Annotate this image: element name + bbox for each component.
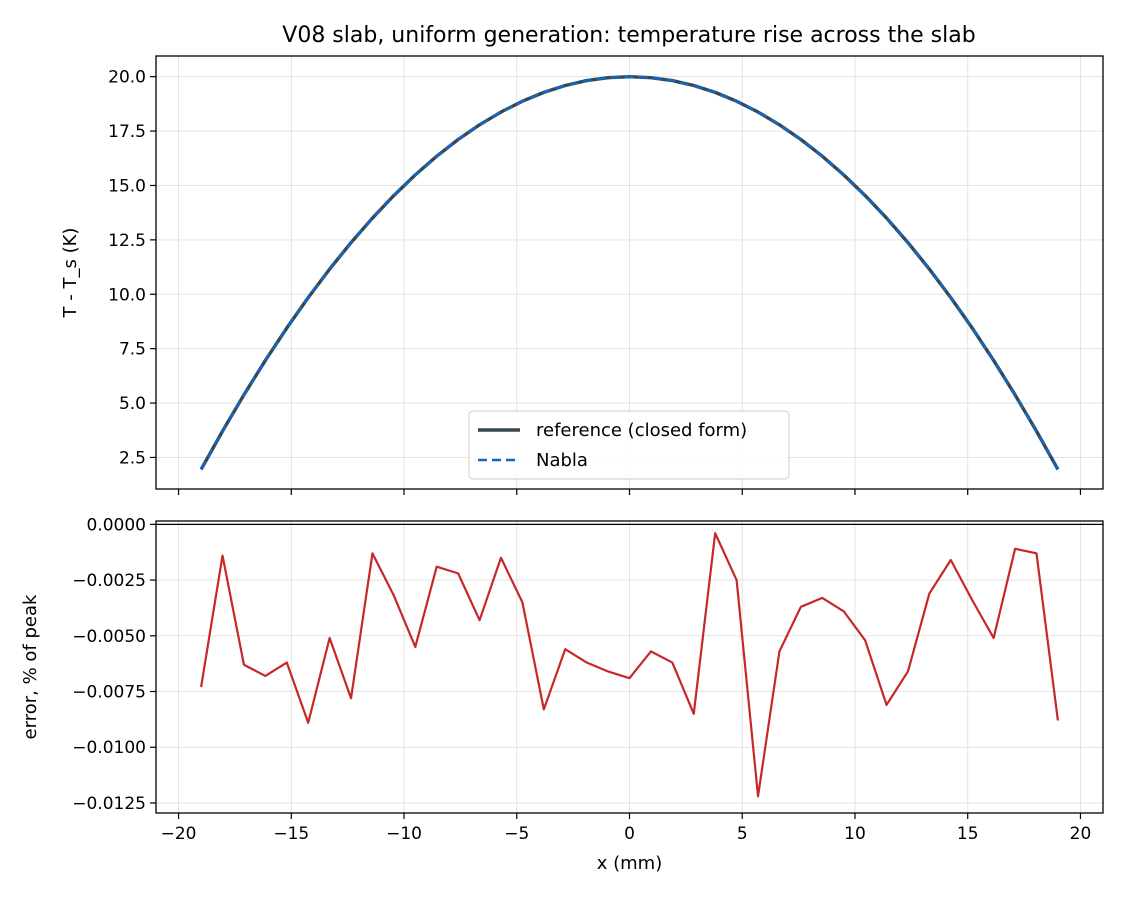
y-tick-label: −0.0100 [72, 738, 146, 758]
y-tick-label: 7.5 [119, 340, 146, 360]
temperature-rise-plot: 2.5 5.0 7.5 10.0 12.5 15.0 17.5 20.0 T - T_s (K)… [60, 55, 1104, 495]
x-tick-label: −15 [273, 824, 309, 844]
x-axis-label: x (mm) [597, 853, 663, 874]
y-tick-label: 5.0 [119, 394, 146, 414]
x-tick-label: 15 [957, 824, 979, 844]
series-line-error [200, 532, 1059, 798]
series-line-nabla [199, 75, 1060, 471]
legend-box [468, 410, 790, 480]
x-tick-label: 10 [844, 824, 866, 844]
y-tick-label: −0.0050 [72, 627, 146, 647]
legend-label: Nabla [536, 450, 588, 471]
y-tick-label: 20.0 [108, 68, 146, 88]
legend-label: reference (closed form) [536, 420, 747, 441]
x-tick-label: 20 [1070, 824, 1092, 844]
error-plot: −20 −15 −10 −5 0 5 10 15 20 0.0000 −0.0025 −0.0050 −… [20, 515, 1104, 874]
y-tick-label: 12.5 [108, 231, 146, 251]
y-tick-label: 0.0000 [87, 515, 146, 535]
figure-title: V08 slab, uniform generation: temperatur… [282, 23, 975, 48]
y-axis-label: error, % of peak [20, 594, 41, 739]
y-axis-label: T - T_s (K) [60, 228, 81, 319]
y-tick-label: −0.0125 [72, 794, 146, 814]
y-tick-label: 10.0 [108, 285, 146, 305]
y-tick-label: 15.0 [108, 176, 146, 196]
x-tick-label: −10 [386, 824, 422, 844]
y-tick-label: 2.5 [119, 448, 146, 468]
x-tick-label: 5 [737, 824, 748, 844]
y-tick-label: −0.0075 [72, 683, 146, 703]
x-tick-label: −5 [504, 824, 529, 844]
x-tick-label: −20 [161, 824, 197, 844]
y-tick-label: 17.5 [108, 122, 146, 142]
x-tick-label: 0 [624, 824, 635, 844]
y-tick-label: −0.0025 [72, 571, 146, 591]
